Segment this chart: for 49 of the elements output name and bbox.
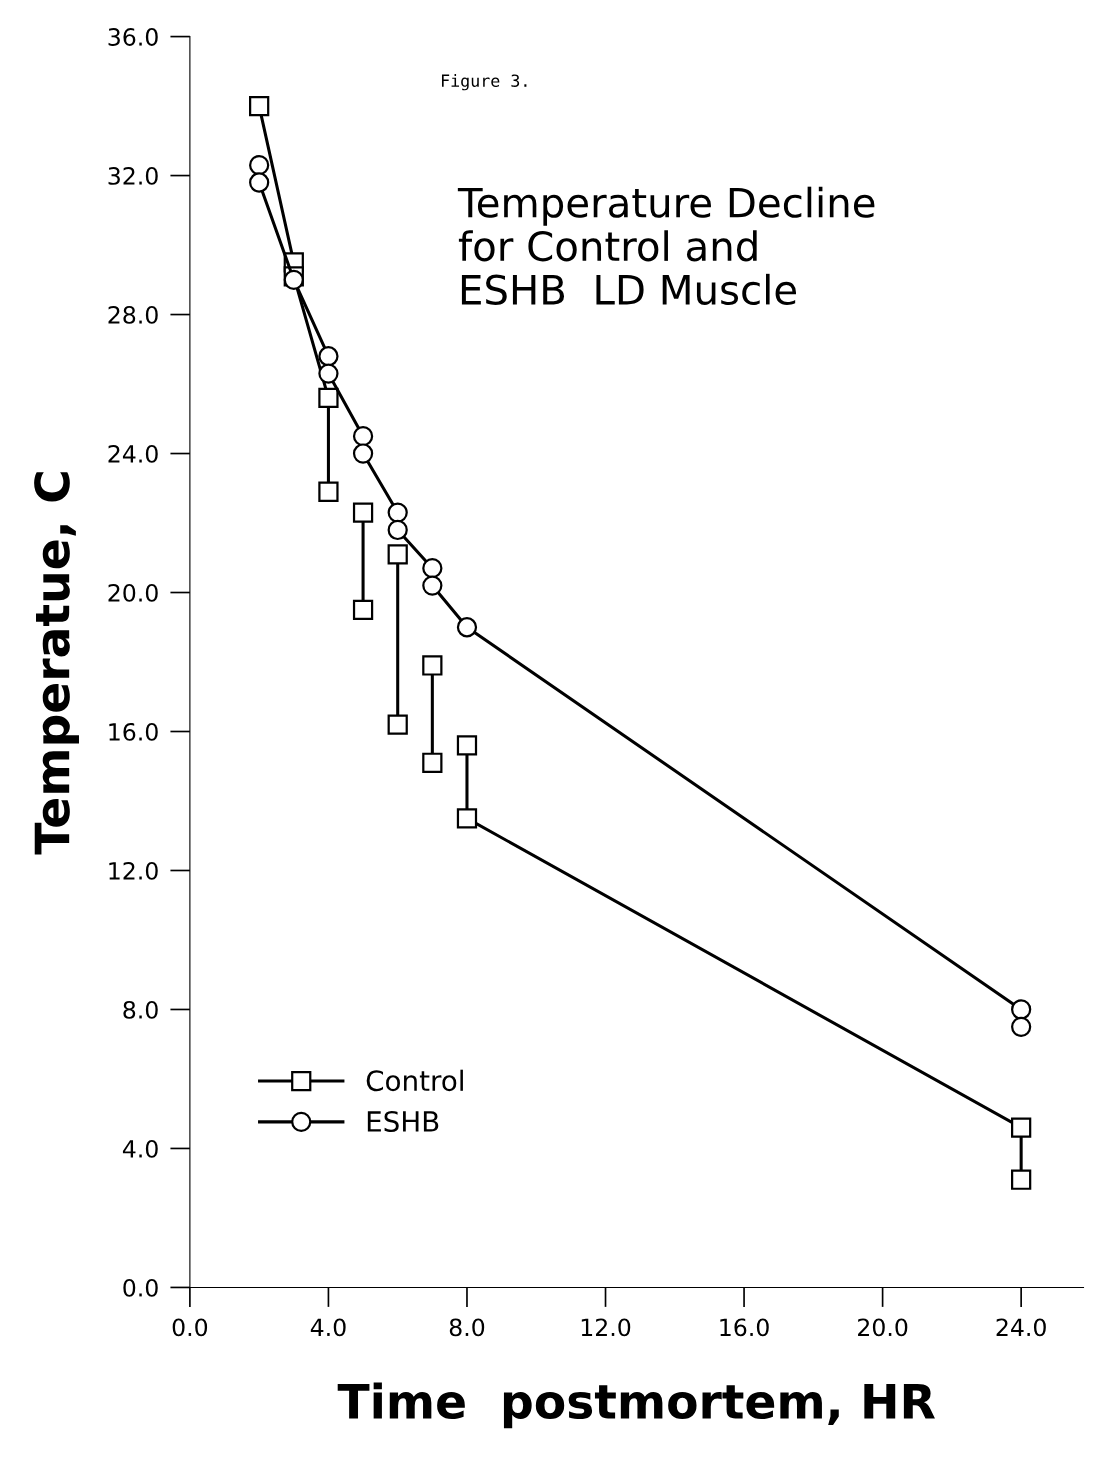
y-tick-label: 4.0	[122, 1139, 158, 1158]
y-tick-label: 32.0	[108, 167, 158, 185]
y-tick-label: 16.0	[109, 722, 158, 741]
y-tick-label: 8.0	[123, 1000, 158, 1019]
point	[387, 519, 408, 541]
point	[1011, 999, 1032, 1020]
y-tick-label: 24.0	[108, 444, 158, 463]
point	[1011, 1169, 1032, 1190]
x-tick-label: 0.0	[172, 1318, 208, 1337]
point	[352, 443, 374, 464]
x-tick-label: 12.0	[581, 1318, 631, 1337]
x-tick-label: 16.0	[720, 1318, 769, 1337]
legend-label: ESHB	[367, 1110, 439, 1132]
x-tick-label: 24.0	[996, 1318, 1046, 1337]
y-tick-label: 0.0	[123, 1278, 158, 1297]
point	[422, 575, 443, 596]
point	[1011, 1117, 1032, 1138]
point	[249, 155, 270, 176]
point	[1011, 1016, 1032, 1037]
point	[456, 617, 478, 638]
y-tick-label: 20.0	[108, 583, 158, 602]
point	[318, 481, 339, 502]
x-axis-title: Time postmortem, HR	[337, 1382, 935, 1429]
annotation: Figure 3.	[441, 74, 527, 91]
x-tick-label: 8.0	[449, 1318, 485, 1337]
point	[456, 735, 478, 756]
point	[249, 95, 270, 117]
y-axis-title: Temperatue, C	[34, 472, 79, 855]
point	[318, 387, 339, 409]
point	[318, 363, 339, 384]
legend-label: Control	[366, 1069, 463, 1092]
y-tick-label: 28.0	[108, 305, 158, 324]
point	[352, 426, 374, 447]
point	[318, 346, 339, 367]
y-tick-label: 12.0	[109, 861, 158, 880]
x-tick-label: 20.0	[858, 1318, 908, 1337]
y-tick-label: 36.0	[108, 28, 158, 46]
point	[422, 655, 443, 676]
point	[422, 558, 443, 579]
point	[387, 502, 408, 523]
point	[422, 752, 443, 773]
point	[352, 502, 374, 523]
point	[352, 599, 374, 621]
point	[249, 172, 270, 193]
point	[387, 714, 408, 735]
point	[456, 808, 478, 829]
text: Temperature Decline for Control and ESHB LD Muscle	[457, 186, 875, 305]
x-tick-label: 4.0	[310, 1318, 346, 1337]
point	[387, 544, 408, 565]
